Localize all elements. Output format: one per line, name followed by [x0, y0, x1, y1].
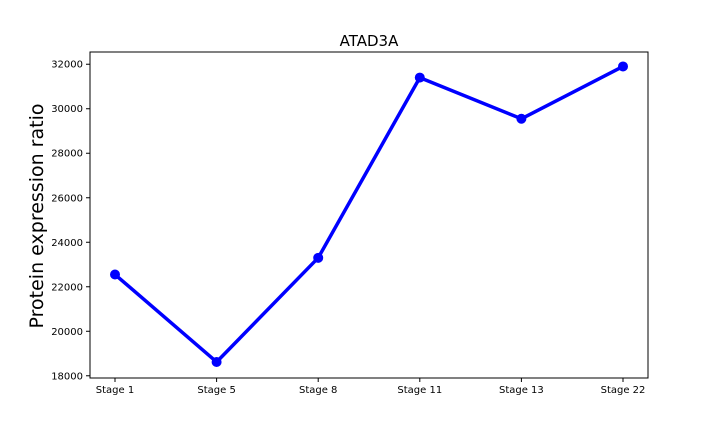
x-tick-label: Stage 8 — [299, 385, 337, 396]
series-layer — [110, 61, 628, 367]
y-axis-label: Protein expression ratio — [26, 104, 48, 329]
data-point — [516, 113, 527, 124]
x-tick-label: Stage 13 — [499, 385, 544, 396]
x-tick-label: Stage 1 — [96, 385, 134, 396]
y-axis: 18000 20000 22000 24000 26000 28000 30000 32000 — [51, 60, 90, 382]
y-tick-label: 32000 — [51, 60, 83, 71]
plot-area-frame — [89, 51, 649, 379]
x-axis: Stage 1 Stage 5 Stage 8 Stage 11 Stage 13 Sta… — [96, 378, 646, 396]
y-tick-label: 26000 — [51, 193, 83, 204]
x-tick-label: Stage 5 — [197, 385, 235, 396]
data-point — [110, 269, 120, 280]
x-tick-label: Stage 22 — [601, 385, 646, 396]
y-tick-label: 20000 — [51, 327, 83, 338]
data-point — [313, 252, 324, 263]
y-tick-label: 28000 — [51, 149, 83, 160]
data-point — [618, 61, 628, 72]
x-tick-label: Stage 11 — [397, 385, 442, 396]
data-point — [211, 356, 222, 367]
y-tick-label: 30000 — [51, 104, 83, 115]
data-point — [414, 72, 425, 83]
chart-title: ATAD3A — [340, 32, 399, 50]
y-tick-label: 18000 — [51, 371, 83, 382]
y-tick-label: 24000 — [51, 238, 83, 249]
series-line — [113, 64, 625, 364]
y-tick-label: 22000 — [51, 282, 83, 293]
